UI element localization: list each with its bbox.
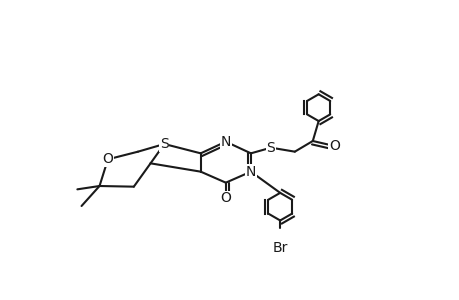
Text: S: S bbox=[266, 141, 275, 155]
Text: S: S bbox=[160, 137, 168, 151]
Text: O: O bbox=[220, 191, 231, 205]
Text: O: O bbox=[102, 152, 113, 166]
Text: Br: Br bbox=[272, 241, 287, 255]
Text: N: N bbox=[245, 165, 256, 179]
Text: N: N bbox=[220, 135, 230, 149]
Text: O: O bbox=[328, 139, 339, 153]
